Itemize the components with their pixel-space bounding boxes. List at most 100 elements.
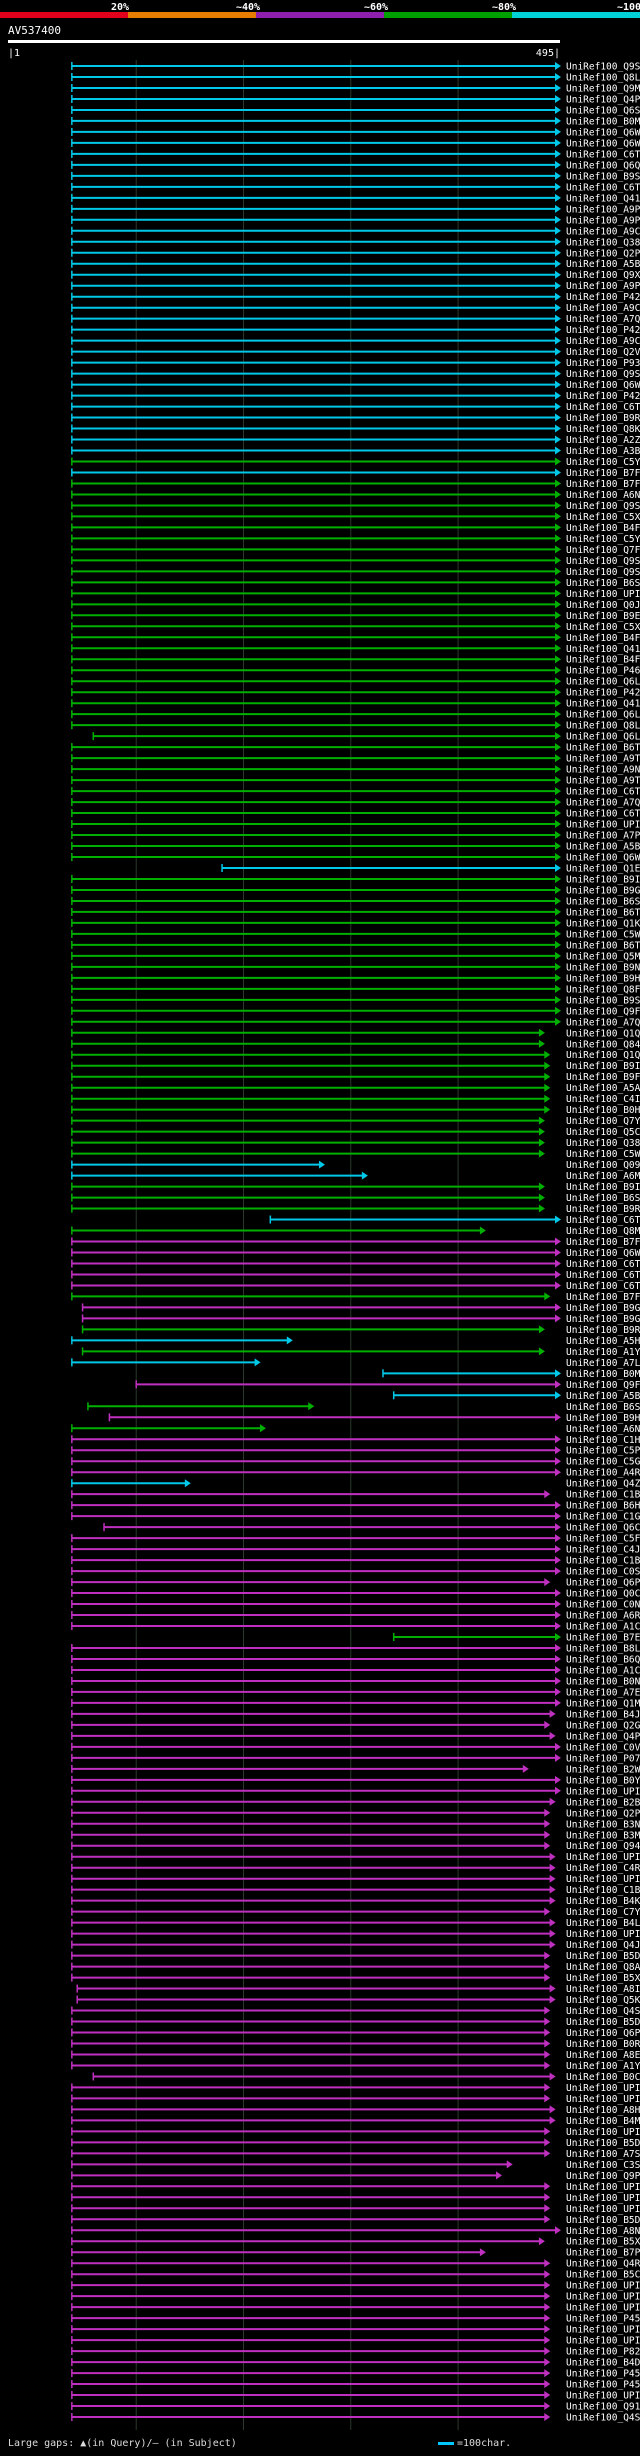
hit-label[interactable]: UniRef100_A9P0Q2: [566, 281, 640, 292]
hit-label[interactable]: UniRef100_C5P8Q7: [566, 1446, 640, 1457]
hit-row[interactable]: UniRef100_C0NIQ1: [71, 1600, 640, 1611]
hit-label[interactable]: UniRef100_B4JPU9: [566, 1709, 640, 1720]
hit-row[interactable]: UniRef100_Q1QSZ7: [71, 1050, 640, 1061]
hit-row[interactable]: UniRef100_C5FF48: [71, 1534, 640, 1545]
hit-row[interactable]: UniRef100_P93252: [71, 358, 640, 369]
hit-label[interactable]: UniRef100_A9TK64: [566, 776, 640, 787]
hit-row[interactable]: UniRef100_Q2PYX4: [71, 248, 640, 259]
hit-row[interactable]: UniRef100_B0CVZ2: [92, 2072, 640, 2083]
hit-row[interactable]: UniRef100_B6SUS7: [71, 896, 640, 907]
hit-row[interactable]: UniRef100_Q6S739: [71, 105, 640, 116]
hit-row[interactable]: UniRef100_UPI000...: [71, 2281, 640, 2292]
hit-label[interactable]: UniRef100_Q38HX8: [566, 1138, 640, 1149]
hit-label[interactable]: UniRef100_B4FX34: [566, 633, 640, 644]
hit-label[interactable]: UniRef100_A2ZCQ1: [566, 435, 640, 446]
hit-row[interactable]: UniRef100_Q8K548: [71, 424, 640, 435]
hit-row[interactable]: UniRef100_B5DGO7: [71, 2138, 640, 2149]
hit-row[interactable]: UniRef100_B7EXD7: [392, 1633, 640, 1644]
hit-label[interactable]: UniRef100_Q8AWD0: [566, 1962, 640, 1973]
hit-row[interactable]: UniRef100_A9PD04: [71, 215, 640, 226]
hit-label[interactable]: UniRef100_C5XPG8: [566, 512, 640, 523]
hit-row[interactable]: UniRef100_B4FMX8: [71, 655, 640, 666]
hit-label[interactable]: UniRef100_P45880-2: [566, 2314, 640, 2325]
hit-row[interactable]: UniRef100_Q38JH7: [71, 237, 640, 248]
hit-row[interactable]: UniRef100_C3S6Q9: [71, 2160, 640, 2171]
hit-label[interactable]: UniRef100_Q84P97: [566, 1039, 640, 1050]
hit-row[interactable]: UniRef100_A5BQ65: [71, 842, 640, 853]
hit-label[interactable]: UniRef100_B9IRR6: [566, 1061, 640, 1072]
hit-label[interactable]: UniRef100_B0MIB6: [566, 1369, 640, 1380]
hit-label[interactable]: UniRef100_B2W1N8: [566, 1764, 640, 1775]
hit-label[interactable]: UniRef100_Q41360: [566, 193, 640, 204]
hit-label[interactable]: UniRef100_B7P5X8: [566, 2248, 640, 2259]
hit-row[interactable]: UniRef100_Q6L5I6: [92, 732, 640, 743]
hit-row[interactable]: UniRef100_B3N522: [71, 1819, 640, 1830]
hit-label[interactable]: UniRef100_A7QI56: [566, 798, 640, 809]
hit-label[interactable]: UniRef100_Q2GYH9: [566, 1720, 640, 1731]
hit-label[interactable]: UniRef100_A6M2S8: [566, 1171, 640, 1182]
hit-row[interactable]: UniRef100_Q6L5I5: [71, 710, 640, 721]
hit-row[interactable]: UniRef100_C1HH80: [71, 1435, 640, 1446]
hit-label[interactable]: UniRef100_A8E5I7: [566, 2050, 640, 2061]
hit-row[interactable]: UniRef100_Q41360: [71, 193, 640, 204]
hit-row[interactable]: UniRef100_C6TMN6: [71, 182, 640, 193]
hit-row[interactable]: UniRef100_A6NU89: [71, 490, 640, 501]
hit-label[interactable]: UniRef100_C6TJS3: [566, 1281, 640, 1292]
hit-row[interactable]: UniRef100_C5X1W4: [71, 622, 640, 633]
hit-label[interactable]: UniRef100_B9HM24: [566, 1413, 640, 1424]
hit-row[interactable]: UniRef100_A8HPF4: [71, 2105, 640, 2116]
hit-label[interactable]: UniRef100_P07144: [566, 1753, 640, 1764]
hit-label[interactable]: UniRef100_C6TD18: [566, 1215, 640, 1226]
hit-label[interactable]: UniRef100_C0V8U0: [566, 1742, 640, 1753]
hit-row[interactable]: UniRef100_Q0JJY1: [71, 600, 640, 611]
hit-row[interactable]: UniRef100_C1GLM2: [71, 1512, 640, 1523]
hit-row[interactable]: UniRef100_Q4PKP6: [71, 94, 640, 105]
hit-label[interactable]: UniRef100_A5BE54: [566, 259, 640, 270]
hit-row[interactable]: UniRef100_A1Y189: [71, 2061, 640, 2072]
hit-row[interactable]: UniRef100_B9RUM5: [71, 413, 640, 424]
hit-row[interactable]: UniRef100_P42054: [71, 391, 640, 402]
hit-label[interactable]: UniRef100_B0HMU5: [566, 1105, 640, 1116]
hit-row[interactable]: UniRef100_Q1EML0: [221, 863, 640, 874]
hit-row[interactable]: UniRef100_C7YRE4: [71, 1907, 640, 1918]
hit-row[interactable]: UniRef100_UPI000...: [71, 2336, 640, 2347]
hit-row[interactable]: UniRef100_A6RTT8: [71, 1611, 640, 1622]
hit-label[interactable]: UniRef100_P42056: [566, 325, 640, 336]
hit-label[interactable]: UniRef100_C1GLM2: [566, 1512, 640, 1523]
hit-label[interactable]: UniRef100_Q5KJP2: [566, 1995, 640, 2006]
hit-label[interactable]: UniRef100_Q6W2J5: [566, 127, 640, 138]
hit-label[interactable]: UniRef100_A7L5M4: [566, 1358, 640, 1369]
hit-label[interactable]: UniRef100_UPI000...: [566, 1874, 640, 1885]
hit-label[interactable]: UniRef100_C6TGZ7: [566, 402, 640, 413]
hit-row[interactable]: UniRef100_A9NRG5: [71, 765, 640, 776]
hit-row[interactable]: UniRef100_UPI000...: [71, 1852, 640, 1863]
hit-row[interactable]: UniRef100_A7L5M4: [71, 1358, 640, 1369]
hit-row[interactable]: UniRef100_C0V8U0: [71, 1742, 640, 1753]
hit-row[interactable]: UniRef100_B4MU45: [71, 2116, 640, 2127]
hit-row[interactable]: UniRef100_Q91I66: [71, 2402, 640, 2413]
hit-row[interactable]: UniRef100_B6T1E5: [71, 940, 640, 951]
hit-row[interactable]: UniRef100_Q0CLS2: [71, 1589, 640, 1600]
hit-label[interactable]: UniRef100_B5C3P4: [566, 2270, 640, 2281]
hit-label[interactable]: UniRef100_P45880: [566, 2380, 640, 2391]
hit-row[interactable]: UniRef100_A6N1E7: [71, 1424, 640, 1435]
hit-row[interactable]: UniRef100_C6TEY4: [71, 1259, 640, 1270]
hit-label[interactable]: UniRef100_A4RDI4: [566, 1468, 640, 1479]
hit-label[interactable]: UniRef100_A9CH20: [566, 336, 640, 347]
hit-row[interactable]: UniRef100_B9IMX3: [71, 874, 640, 885]
hit-label[interactable]: UniRef100_B7FXJ5: [566, 468, 640, 479]
hit-label[interactable]: UniRef100_Q7F4F8: [566, 545, 640, 556]
hit-row[interactable]: UniRef100_B9G194: [81, 1303, 640, 1314]
hit-label[interactable]: UniRef100_B0CVZ2: [566, 2072, 640, 2083]
hit-label[interactable]: UniRef100_A7SWS9: [566, 2149, 640, 2160]
hit-row[interactable]: UniRef100_B2B736: [71, 1797, 640, 1808]
hit-label[interactable]: UniRef100_C5WYZ2: [566, 929, 640, 940]
hit-row[interactable]: UniRef100_A1CH00: [71, 1665, 640, 1676]
hit-label[interactable]: UniRef100_Q8LAG4: [566, 72, 640, 83]
hit-row[interactable]: UniRef100_C4IYM7: [71, 1094, 640, 1105]
hit-row[interactable]: UniRef100_B6SS48: [71, 1193, 640, 1204]
hit-row[interactable]: UniRef100_B9SHU1: [71, 995, 640, 1006]
hit-row[interactable]: UniRef100_Q5C2S3: [71, 1127, 640, 1138]
hit-label[interactable]: UniRef100_C4R1Z2: [566, 1863, 640, 1874]
hit-label[interactable]: UniRef100_B8LUH0: [566, 1643, 640, 1654]
